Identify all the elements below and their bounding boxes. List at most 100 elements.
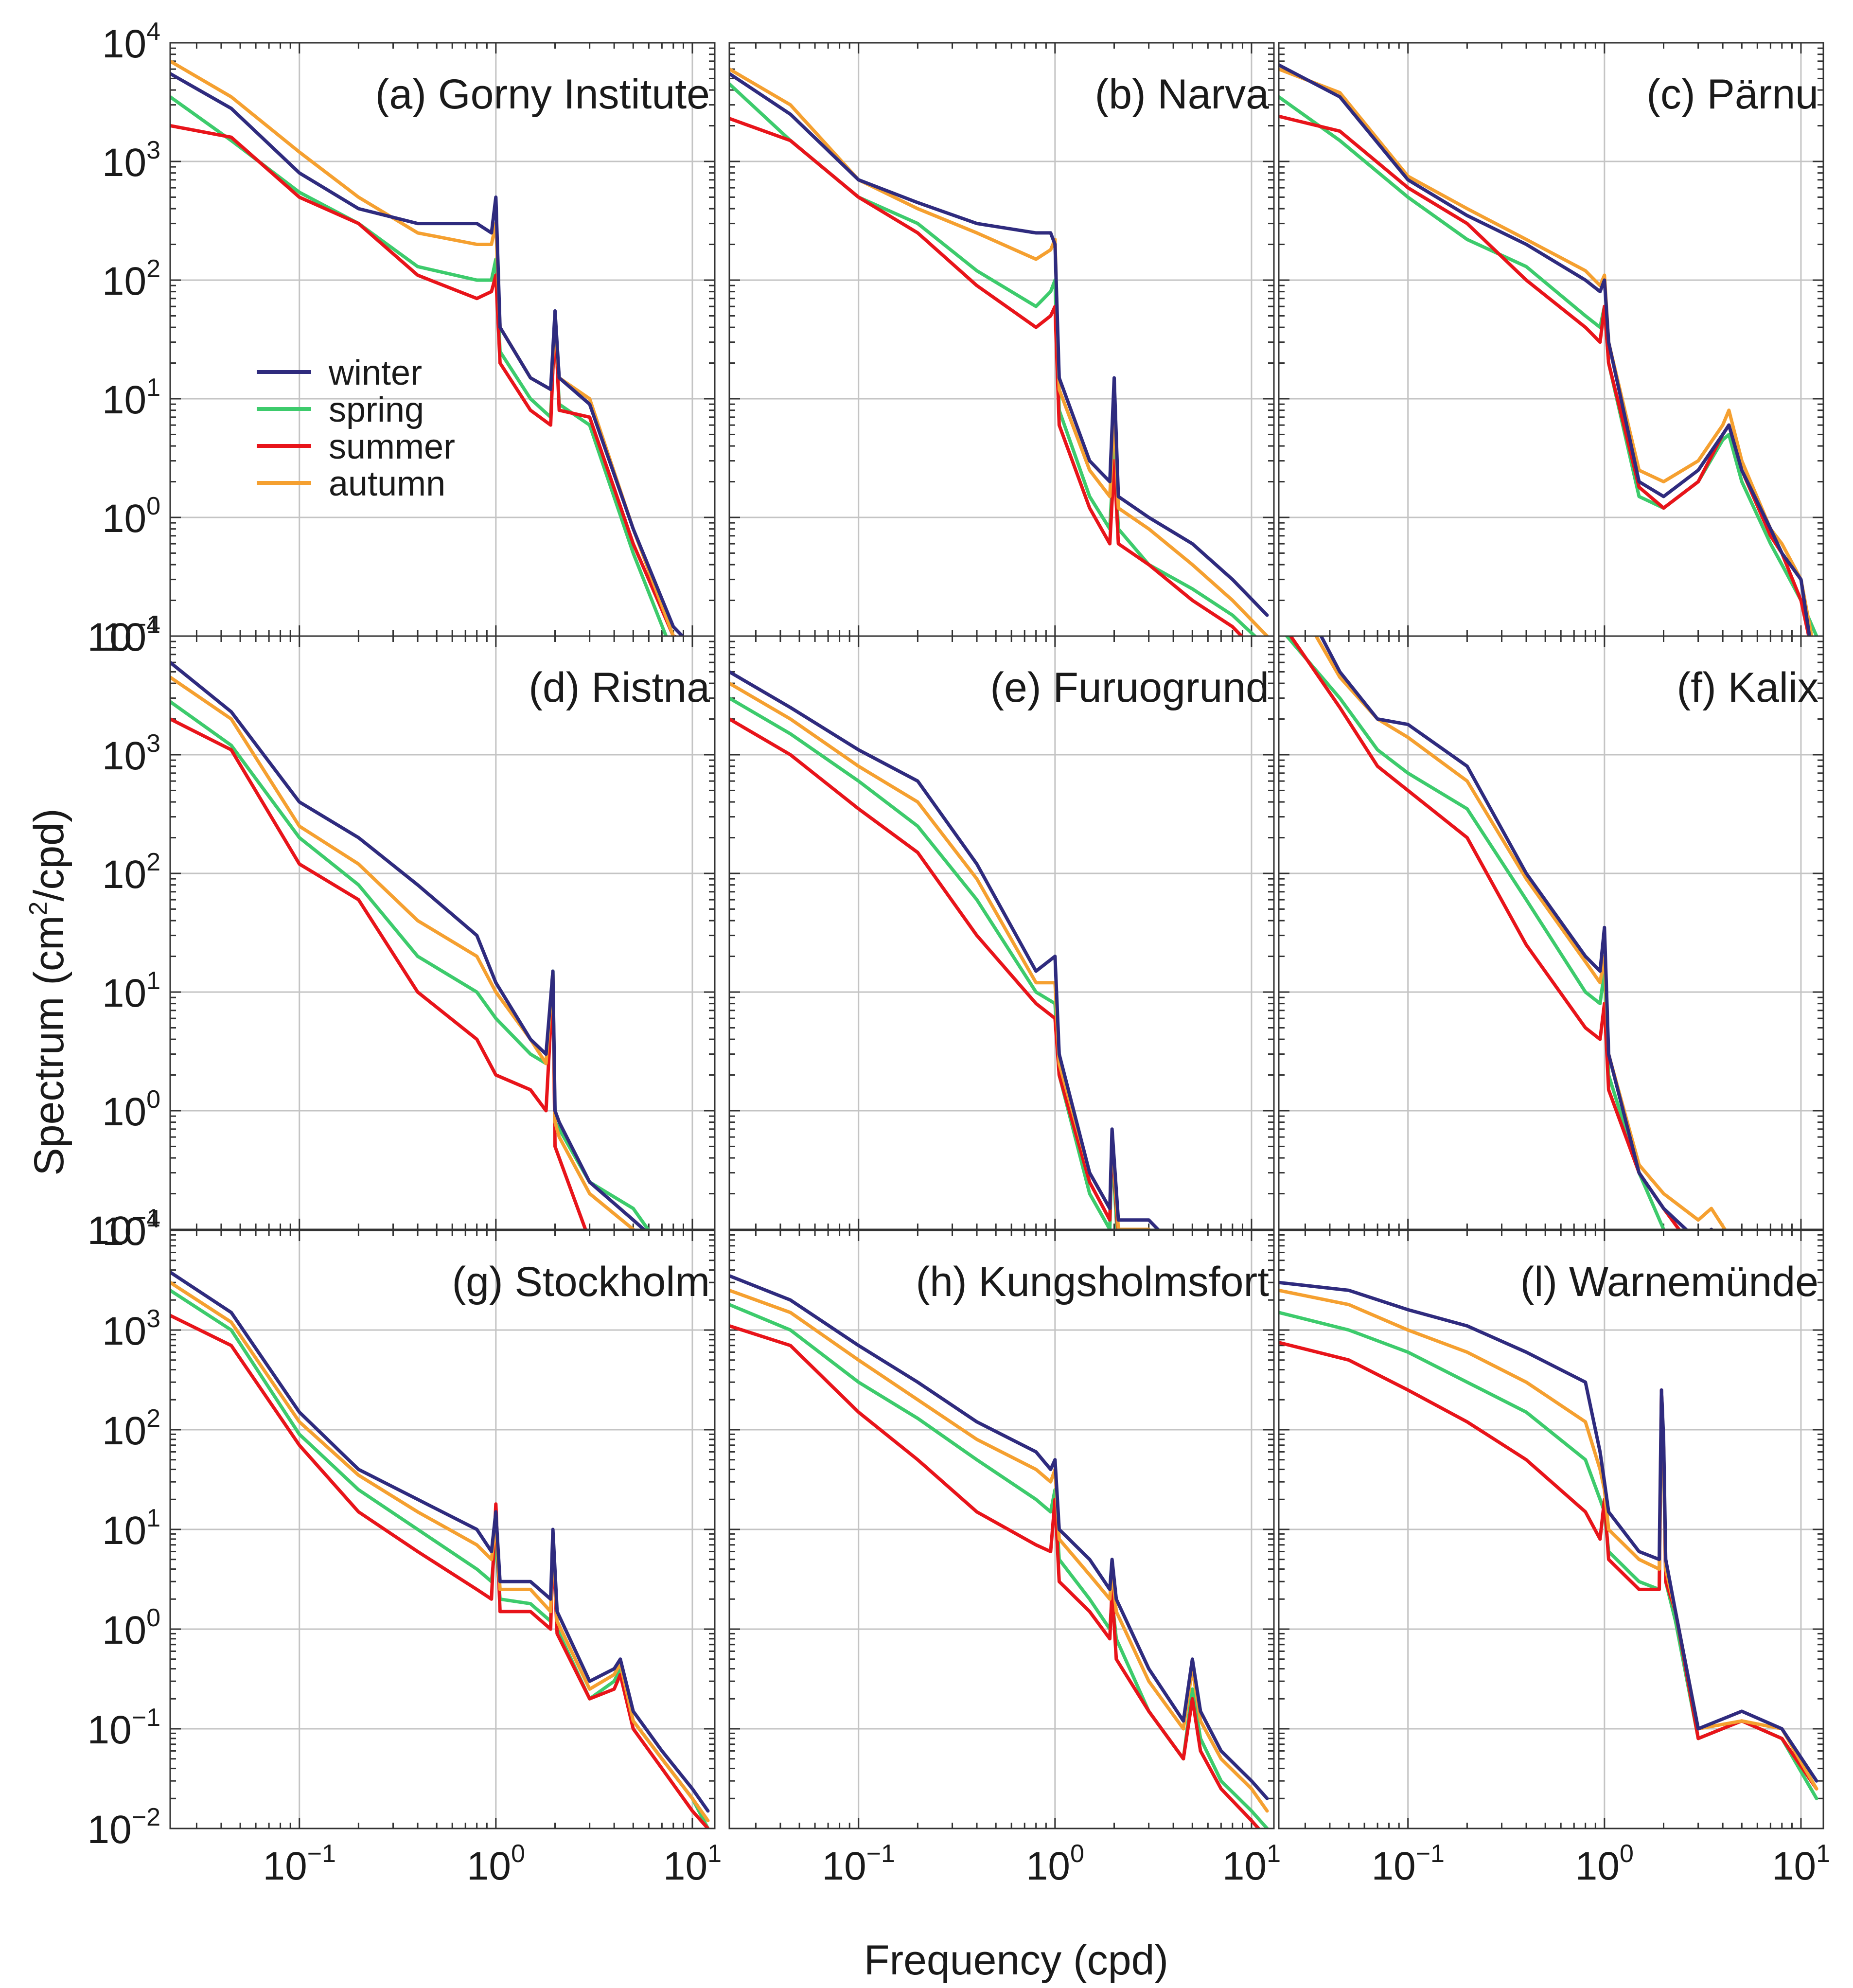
series-line-summer: [170, 717, 587, 1229]
series-line-spring: [170, 95, 668, 636]
panel-title: (d) Ristna: [529, 664, 710, 711]
series-line-spring: [729, 696, 1119, 1229]
legend-label-spring: spring: [329, 390, 424, 429]
series-line-winter: [170, 660, 647, 1229]
series-group: [170, 660, 651, 1229]
legend-label-autumn: autumn: [329, 464, 445, 503]
axis-tick-labels: 10410310210110010−110410310210110010−110…: [87, 18, 1830, 1888]
series-line-spring: [729, 82, 1257, 636]
x-tick-label: 101: [663, 1840, 722, 1888]
x-tick-label: 100: [467, 1840, 525, 1888]
legend-label-summer: summer: [329, 427, 455, 466]
panel-frame: [169, 635, 716, 1230]
series-line-winter: [1279, 63, 1811, 636]
panel-3: (c) Pärnu: [1278, 42, 1824, 637]
y-tick-label: 101: [102, 967, 160, 1015]
series-group: [170, 59, 685, 636]
panels-layer: (a) Gorny Institute (b) Narva (c) Pärnu (d)…: [169, 42, 1824, 1829]
panel-title: (f) Kalix: [1677, 664, 1818, 711]
y-tick-label: 102: [102, 1404, 160, 1453]
series-line-winter: [729, 670, 1161, 1229]
y-tick-label: 10−2: [87, 1803, 160, 1852]
y-axis-label-superscript: 2: [24, 902, 53, 916]
panel-7: (g) Stockholm: [169, 1229, 716, 1829]
legend-label-winter: winter: [328, 354, 422, 392]
panel-title: (g) Stockholm: [452, 1259, 710, 1305]
y-tick-label: 104: [102, 1205, 160, 1254]
panel-5: (e) Furuogrund: [728, 635, 1275, 1230]
series-line-summer: [729, 717, 1120, 1229]
series-line-autumn: [170, 675, 635, 1229]
panel-title: (e) Furuogrund: [990, 664, 1269, 711]
x-tick-label: 100: [1026, 1840, 1084, 1888]
y-tick-label: 102: [102, 255, 160, 303]
series-line-spring: [1279, 95, 1818, 636]
y-tick-label: 101: [102, 1504, 160, 1553]
series-group: [729, 670, 1161, 1229]
x-axis-label: Frequency (cpd): [864, 1937, 1168, 1984]
series-line-winter: [1319, 636, 1714, 1229]
x-tick-label: 100: [1575, 1840, 1634, 1888]
series-line-winter: [729, 71, 1269, 617]
y-tick-label: 103: [102, 1305, 160, 1353]
series-group: [1279, 1280, 1818, 1800]
series-line-spring: [729, 1303, 1269, 1828]
series-line-winter: [170, 71, 685, 636]
series-line-summer: [729, 1324, 1261, 1828]
y-axis-label-tail: /cpd): [26, 808, 72, 901]
y-tick-label: 10−1: [87, 611, 160, 659]
y-tick-label: 100: [102, 1604, 160, 1652]
panel-2: (b) Narva: [728, 42, 1275, 637]
y-tick-label: 104: [102, 611, 160, 659]
series-line-autumn: [170, 1280, 710, 1823]
series-line-autumn: [729, 681, 1151, 1229]
series-group: [729, 1274, 1269, 1828]
series-group: [729, 67, 1269, 636]
series-group: [1279, 63, 1818, 636]
panel-frame: [728, 635, 1275, 1230]
panel-1: (a) Gorny Institute: [169, 42, 716, 637]
panel-4: (d) Ristna: [169, 635, 716, 1230]
series-group: [1284, 636, 1727, 1229]
series-line-winter: [729, 1274, 1269, 1800]
y-tick-label: 101: [102, 373, 160, 422]
series-line-spring: [1279, 1311, 1818, 1800]
panel-title: (l) Warnemünde: [1520, 1259, 1818, 1305]
panel-frame: [1278, 42, 1824, 637]
panel-8: (h) Kungsholmsfort: [728, 1229, 1275, 1829]
x-tick-label: 10−1: [263, 1840, 336, 1888]
y-tick-label: 104: [102, 18, 160, 66]
y-tick-label: 103: [102, 729, 160, 778]
panel-frame: [169, 1229, 716, 1829]
series-line-summer: [170, 1314, 710, 1828]
panel-title: (c) Pärnu: [1646, 71, 1818, 118]
series-line-winter: [1279, 1280, 1818, 1783]
series-line-summer: [170, 124, 679, 636]
series-line-spring: [170, 700, 651, 1229]
y-tick-label: 103: [102, 136, 160, 185]
y-axis-label-main: Spectrum (cm: [26, 915, 72, 1175]
panel-frame: [728, 1229, 1275, 1829]
y-tick-label: 10−1: [87, 1704, 160, 1752]
y-tick-label: 102: [102, 848, 160, 897]
panel-frame: [1278, 1229, 1824, 1829]
series-line-summer: [729, 117, 1244, 636]
panel-title: (h) Kungsholmsfort: [916, 1259, 1269, 1305]
x-tick-label: 101: [1222, 1840, 1281, 1888]
y-tick-label: 100: [102, 1085, 160, 1134]
series-line-summer: [1279, 114, 1811, 636]
panel-6: (f) Kalix: [1278, 635, 1824, 1230]
series-line-summer: [1288, 636, 1681, 1229]
x-tick-label: 101: [1772, 1840, 1830, 1888]
series-group: [170, 1270, 710, 1828]
panel-title: (a) Gorny Institute: [375, 71, 710, 118]
x-tick-label: 10−1: [822, 1840, 895, 1888]
panel-9: (l) Warnemünde: [1278, 1229, 1824, 1829]
series-line-summer: [1279, 1341, 1818, 1791]
series-line-autumn: [729, 67, 1269, 636]
y-tick-label: 100: [102, 492, 160, 541]
y-tick-label: 10−1: [87, 1204, 160, 1253]
series-line-spring: [170, 1288, 710, 1828]
